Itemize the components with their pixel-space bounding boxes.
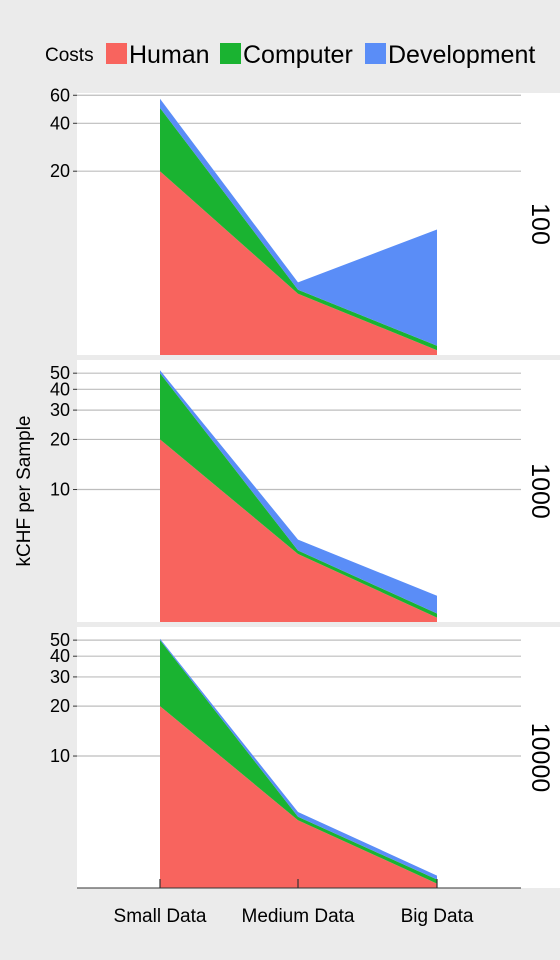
legend-key-computer [220,43,241,64]
area-development-panel-1000 [160,370,437,614]
x-tick-label-big-data: Big Data [401,906,474,927]
y-tick-label: 40 [50,379,70,399]
facet-strip [521,627,560,888]
area-human-panel-10000 [160,706,437,888]
area-human-panel-100 [160,171,437,355]
y-tick-label: 20 [50,161,70,181]
area-development-panel-100 [160,98,437,346]
y-tick-label: 20 [50,696,70,716]
y-tick-label: 40 [50,113,70,133]
x-tick-label-medium-data: Medium Data [242,906,355,927]
area-human-panel-1000 [160,439,437,622]
x-axis-ticks: Small Data Medium Data Big Data [114,879,474,927]
y-tick-label: 30 [50,400,70,420]
y-tick-label: 20 [50,429,70,449]
legend-title: Costs [45,45,94,66]
y-tick-label: 30 [50,667,70,687]
facet-strip-label: 1000 [526,463,554,519]
y-axis-label: kCHF per Sample [14,416,35,567]
facet-strip [521,93,560,355]
facet-strip-label: 10000 [526,723,554,793]
panel-100: 20 40 60 100 [50,85,560,355]
y-tick-label: 60 [50,85,70,105]
legend-label-computer: Computer [243,41,353,69]
legend: Costs Human Computer Development [45,41,535,69]
legend-label-development: Development [388,41,535,69]
facet-strip-label: 100 [526,203,554,245]
x-tick-label-small-data: Small Data [114,906,207,927]
legend-label-human: Human [129,41,210,69]
legend-key-development [365,43,386,64]
y-tick-label: 10 [50,746,70,766]
y-tick-label: 50 [50,363,70,383]
y-tick-label: 50 [50,630,70,650]
facet-strip [521,360,560,622]
legend-key-human [106,43,127,64]
y-tick-label: 40 [50,646,70,666]
y-tick-label: 10 [50,480,70,500]
